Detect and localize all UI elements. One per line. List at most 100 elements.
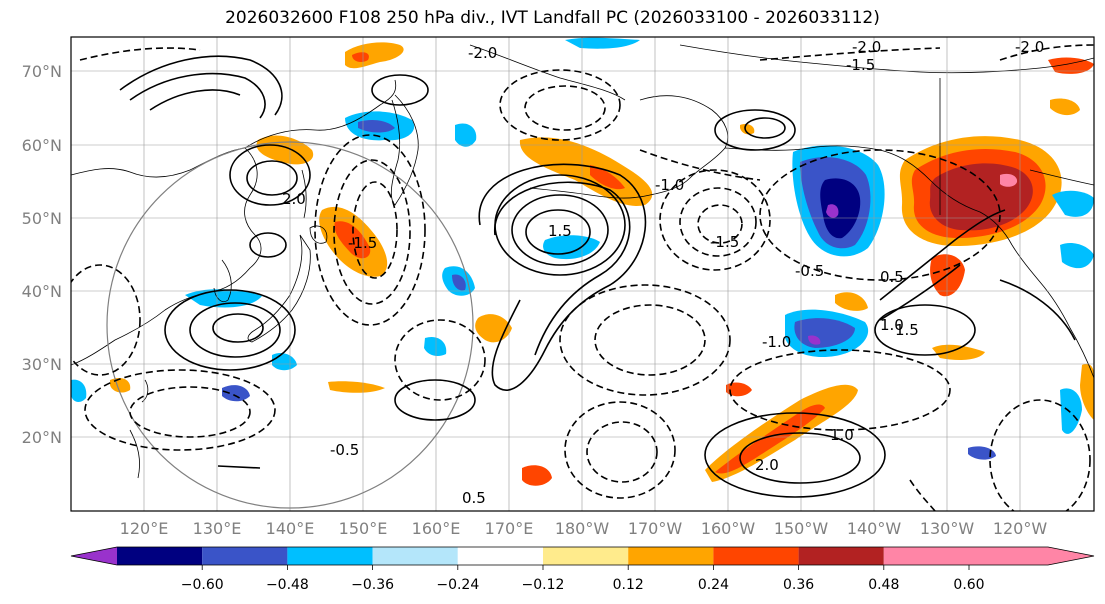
pos-contour-25	[999, 279, 1076, 341]
shade-mid-neg3	[424, 336, 447, 356]
lat-label-30n: 30°N	[22, 355, 62, 374]
contour-label: -0.5	[330, 441, 359, 459]
colorbar-tick: −0.36	[351, 577, 394, 593]
pos-contour-14	[212, 313, 264, 343]
lat-label-40n: 40°N	[22, 282, 62, 301]
shade-neg-inner	[820, 178, 861, 239]
shade-small-16	[968, 446, 996, 460]
pos-contour-19	[739, 432, 861, 484]
contour-label: -0.5	[795, 262, 824, 280]
contour-label: -1.0	[762, 333, 791, 351]
colorbar-cell	[798, 547, 884, 565]
coast-korea	[213, 259, 232, 303]
pos-contour-10	[149, 89, 241, 111]
shade-mid-neg	[543, 235, 600, 260]
graticule	[71, 37, 1094, 511]
coast-bc	[1011, 244, 1094, 379]
pos-contour-18	[704, 412, 886, 498]
neg-contour-19	[71, 264, 141, 376]
contour-label: -2.0	[1015, 38, 1044, 56]
lon-label-120w: 120°W	[993, 519, 1048, 538]
contour-label: 0.5	[462, 489, 486, 507]
shade-japan-pos-core	[334, 221, 371, 259]
colorbar-cell	[883, 547, 969, 565]
shade-neg-core	[826, 204, 839, 218]
shade-alaska-pink	[1000, 173, 1018, 187]
neg-contour-15	[759, 149, 1001, 281]
shade-small-1	[522, 465, 552, 486]
neg-contour-5	[679, 187, 757, 257]
neg-contour-3	[352, 181, 398, 279]
pos-contour-17	[744, 117, 786, 139]
colorbar-cell	[71, 547, 117, 565]
pos-contour-11	[371, 74, 429, 106]
neg-contour-13	[84, 369, 276, 451]
contours-negative	[71, 44, 1094, 511]
neg-contour-14	[129, 386, 251, 438]
pos-contour-20	[879, 209, 1006, 301]
shade-top-pos-core	[352, 52, 369, 63]
lon-label-150e: 150°E	[339, 519, 388, 538]
coast-arctic	[679, 44, 1094, 74]
neg-contour-2	[333, 159, 411, 305]
colorbar-tick: −0.48	[266, 577, 309, 593]
colorbar-cell	[969, 547, 1094, 565]
neg-contour-8	[586, 421, 658, 483]
pos-contour-21	[879, 264, 961, 321]
coast-asia	[71, 147, 262, 366]
pos-contour-22	[874, 304, 976, 356]
coast-kamchatka	[390, 94, 419, 206]
colorbar-cell	[543, 547, 629, 565]
neg-contour-4	[659, 169, 771, 271]
lon-label-160e: 160°E	[412, 519, 461, 538]
pos-contour-15	[249, 232, 287, 258]
contour-label: 1.5	[895, 321, 919, 339]
contour-label: 1.0	[830, 426, 854, 444]
colorbar-tick: 0.48	[868, 577, 899, 593]
coast-aleutians	[529, 187, 651, 199]
shade-ep-neg-core	[808, 335, 821, 345]
contour-label: 0.5	[880, 268, 904, 286]
shade-sw-pos-core	[715, 404, 825, 474]
coast-hokkaido	[309, 225, 328, 244]
pos-contour-2	[511, 194, 609, 266]
map-title: 2026032600 F108 250 hPa div., IVT Landfa…	[225, 8, 880, 28]
lat-label-60n: 60°N	[22, 136, 62, 155]
coast-alaska-south	[724, 145, 1013, 246]
lon-label-140w: 140°W	[847, 519, 902, 538]
neg-contour-1	[314, 134, 426, 326]
shade-small-17	[455, 123, 477, 147]
lon-label-120e: 120°E	[120, 519, 169, 538]
contour-label: 2.0	[755, 456, 779, 474]
neg-contour-6	[697, 204, 743, 244]
neg-contour-21	[759, 47, 941, 61]
pos-contour-7	[246, 160, 298, 196]
shade-ep-pos	[835, 292, 868, 311]
pos-contour-12	[164, 289, 296, 371]
shade-small-14	[328, 381, 385, 393]
neg-contour-11	[559, 284, 731, 396]
coast-hudson	[1029, 169, 1094, 186]
lon-label-180w: 180°W	[555, 519, 610, 538]
lat-label-50n: 50°N	[22, 209, 62, 228]
colorbar-tick: 0.60	[953, 577, 984, 593]
lat-label-20n: 20°N	[22, 428, 62, 447]
shade-top-neg	[565, 37, 640, 49]
shade-small-5	[1048, 57, 1094, 74]
pos-contour-24	[217, 465, 261, 469]
neg-contour-12	[594, 304, 706, 376]
pos-contour-8	[119, 55, 283, 116]
colorbar-tick: −0.12	[522, 577, 565, 593]
colorbar	[70, 546, 1095, 566]
pos-contour-6	[229, 144, 311, 206]
pos-contour-16	[714, 109, 796, 151]
coast-japan	[247, 234, 311, 343]
contour-label: -2.0	[852, 38, 881, 56]
pos-contour-4	[478, 163, 647, 391]
pos-contour-23	[394, 379, 476, 421]
neg-contour-22	[999, 44, 1094, 61]
neg-contour-23	[909, 479, 936, 511]
lon-label-170e: 170°E	[485, 519, 534, 538]
colorbar-cell	[117, 547, 203, 565]
